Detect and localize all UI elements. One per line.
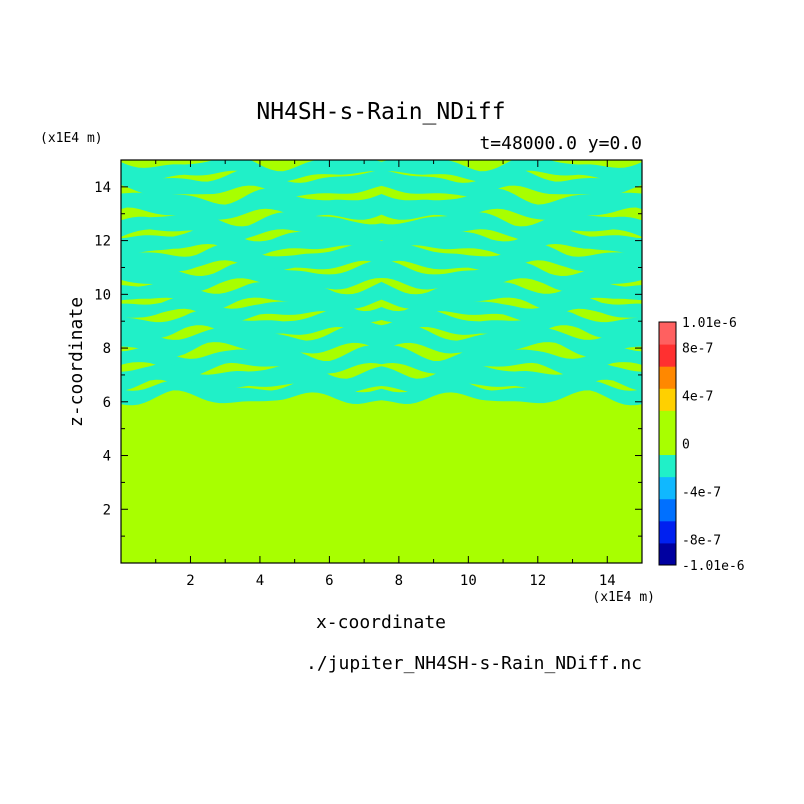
y-tick-label: 4 xyxy=(103,449,111,465)
heatmap-band xyxy=(121,226,642,257)
colorbar-segment xyxy=(659,542,676,566)
y-tick-label: 10 xyxy=(94,287,111,303)
colorbar-frame xyxy=(658,321,677,566)
y-tick-label: 8 xyxy=(103,341,111,357)
heatmap-band xyxy=(121,345,642,377)
colorbar-segment xyxy=(659,344,676,367)
colorbar-segment xyxy=(659,410,676,433)
chart-subtitle: t=48000.0 y=0.0 xyxy=(479,133,642,154)
heatmap-band xyxy=(121,325,642,357)
heatmap-band xyxy=(121,309,642,339)
footer-filename: ./jupiter_NH4SH-s-Rain_NDiff.nc xyxy=(306,653,642,674)
y-tick-label: 12 xyxy=(94,234,111,250)
x-tick-label: 10 xyxy=(460,573,477,589)
colorbar-segment xyxy=(659,322,676,345)
x-axis-label: x-coordinate xyxy=(316,612,446,633)
heatmap-band xyxy=(121,377,642,406)
y-tick-label: 2 xyxy=(103,502,111,518)
heatmap-area xyxy=(121,160,642,563)
colorbar-segment xyxy=(659,498,676,522)
y-tick-label: 14 xyxy=(94,180,111,196)
plot-frame xyxy=(120,159,643,564)
colorbar-segment xyxy=(659,366,676,389)
x-tick-label: 8 xyxy=(395,573,403,589)
colorbar-label: 8e-7 xyxy=(682,341,713,356)
x-tick-label: 14 xyxy=(599,573,616,589)
heatmap-band xyxy=(121,295,642,323)
x-tick-label: 4 xyxy=(256,573,264,589)
colorbar-label: 0 xyxy=(682,438,690,453)
y-axis-label: z-coordinate xyxy=(66,297,87,427)
colorbar-label: 4e-7 xyxy=(682,389,713,404)
colorbar xyxy=(658,321,677,566)
x-tick-label: 2 xyxy=(186,573,194,589)
heatmap-band xyxy=(121,168,642,197)
colorbar-label: 1.01e-6 xyxy=(682,316,737,331)
heatmap-band xyxy=(121,281,642,310)
heatmap-band xyxy=(121,260,642,292)
chart-title: NH4SH-s-Rain_NDiff xyxy=(256,99,505,125)
heatmap-band xyxy=(121,212,642,241)
colorbar-segment xyxy=(659,520,676,544)
heatmap-band xyxy=(121,362,642,396)
colorbar-label: -1.01e-6 xyxy=(682,559,745,574)
colorbar-label: -8e-7 xyxy=(682,534,721,549)
x-tick-label: 6 xyxy=(325,573,333,589)
heatmap-band xyxy=(121,188,642,220)
x-unit-label: (x1E4 m) xyxy=(592,590,655,605)
colorbar-segment xyxy=(659,476,676,500)
y-unit-label: (x1E4 m) xyxy=(40,131,103,146)
colorbar-label: -4e-7 xyxy=(682,486,721,501)
x-tick-label: 12 xyxy=(529,573,546,589)
y-tick-label: 6 xyxy=(103,395,111,411)
colorbar-segment xyxy=(659,454,676,478)
colorbar-segment xyxy=(659,432,676,456)
colorbar-segment xyxy=(659,388,676,411)
